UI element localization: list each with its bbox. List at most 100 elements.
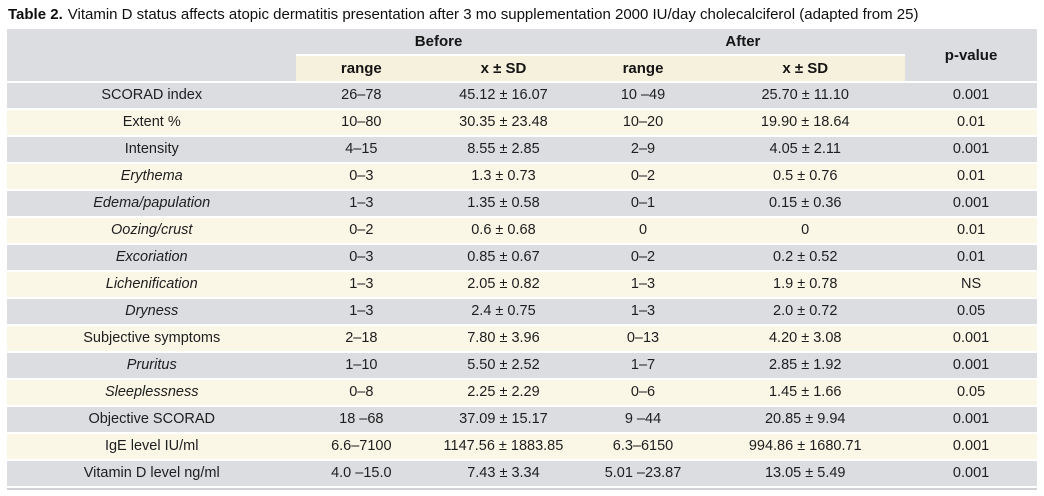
header-p-value: p-value	[905, 29, 1037, 81]
cell-before-xsd: 5.50 ± 2.52	[426, 353, 581, 378]
cell-after-xsd: 25.70 ± 11.10	[705, 83, 906, 108]
table-row: Lichenification 1–3 2.05 ± 0.82 1–3 1.9 …	[7, 272, 1037, 297]
cell-before-xsd: 1.35 ± 0.58	[426, 191, 581, 216]
header-before-xsd: x ± SD	[426, 56, 581, 81]
cell-before-range: 0–3	[296, 245, 427, 270]
row-label: Pruritus	[7, 353, 297, 378]
row-label: Lichenification	[7, 272, 297, 297]
cell-after-xsd: 1.45 ± 1.66	[705, 380, 906, 405]
cell-before-range: 10–80	[296, 110, 427, 135]
table-bottom-rule	[7, 488, 1037, 490]
cell-before-range: 18 –68	[296, 407, 427, 432]
cell-before-xsd: 7.80 ± 3.96	[426, 326, 581, 351]
cell-before-xsd: 0.6 ± 0.68	[426, 218, 581, 243]
row-label: Vitamin D level ng/ml	[7, 461, 297, 486]
header-row-groups: Before After p-value	[7, 29, 1037, 81]
cell-after-range: 1–7	[580, 353, 706, 378]
cell-after-xsd: 20.85 ± 9.94	[705, 407, 906, 432]
cell-after-range: 10–20	[580, 110, 706, 135]
cell-p-value: 0.01	[905, 164, 1037, 189]
cell-before-range: 0–3	[296, 164, 427, 189]
cell-after-range: 2–9	[580, 137, 706, 162]
table-row: Erythema 0–3 1.3 ± 0.73 0–2 0.5 ± 0.76 0…	[7, 164, 1037, 189]
data-table: Before After p-value range x ± SD range …	[7, 27, 1037, 488]
row-label: Objective SCORAD	[7, 407, 297, 432]
table-row: Vitamin D level ng/ml 4.0 –15.0 7.43 ± 3…	[7, 461, 1037, 486]
cell-p-value: 0.001	[905, 191, 1037, 216]
cell-before-xsd: 2.05 ± 0.82	[426, 272, 581, 297]
row-label: Oozing/crust	[7, 218, 297, 243]
header-after: After	[580, 29, 906, 54]
row-label: Excoriation	[7, 245, 297, 270]
cell-after-range: 0	[580, 218, 706, 243]
table-row: IgE level IU/ml 6.6–7100 1147.56 ± 1883.…	[7, 434, 1037, 459]
table-row: Subjective symptoms 2–18 7.80 ± 3.96 0–1…	[7, 326, 1037, 351]
table-row: Oozing/crust 0–2 0.6 ± 0.68 0 0 0.01	[7, 218, 1037, 243]
cell-before-xsd: 8.55 ± 2.85	[426, 137, 581, 162]
cell-before-range: 1–10	[296, 353, 427, 378]
cell-p-value: 0.05	[905, 299, 1037, 324]
table-caption: Table 2. Vitamin D status affects atopic …	[0, 0, 1044, 24]
row-label: SCORAD index	[7, 83, 297, 108]
cell-before-xsd: 0.85 ± 0.67	[426, 245, 581, 270]
header-before: Before	[296, 29, 581, 54]
cell-p-value: 0.01	[905, 245, 1037, 270]
cell-after-xsd: 4.20 ± 3.08	[705, 326, 906, 351]
table-row: Pruritus 1–10 5.50 ± 2.52 1–7 2.85 ± 1.9…	[7, 353, 1037, 378]
cell-before-xsd: 1147.56 ± 1883.85	[426, 434, 581, 459]
header-row-subs: range x ± SD range x ± SD	[7, 56, 1037, 81]
cell-p-value: 0.001	[905, 407, 1037, 432]
cell-after-xsd: 0.5 ± 0.76	[705, 164, 906, 189]
table-row: Excoriation 0–3 0.85 ± 0.67 0–2 0.2 ± 0.…	[7, 245, 1037, 270]
cell-after-range: 0–6	[580, 380, 706, 405]
cell-p-value: 0.05	[905, 380, 1037, 405]
cell-before-range: 0–8	[296, 380, 427, 405]
header-after-xsd: x ± SD	[705, 56, 906, 81]
cell-after-xsd: 13.05 ± 5.49	[705, 461, 906, 486]
cell-after-xsd: 19.90 ± 18.64	[705, 110, 906, 135]
cell-before-xsd: 7.43 ± 3.34	[426, 461, 581, 486]
cell-p-value: 0.001	[905, 434, 1037, 459]
cell-after-range: 1–3	[580, 272, 706, 297]
cell-before-range: 1–3	[296, 299, 427, 324]
cell-after-range: 5.01 –23.87	[580, 461, 706, 486]
table-row: Objective SCORAD 18 –68 37.09 ± 15.17 9 …	[7, 407, 1037, 432]
cell-after-range: 6.3–6150	[580, 434, 706, 459]
cell-after-range: 10 –49	[580, 83, 706, 108]
cell-before-xsd: 2.25 ± 2.29	[426, 380, 581, 405]
cell-before-xsd: 1.3 ± 0.73	[426, 164, 581, 189]
cell-after-range: 0–2	[580, 245, 706, 270]
header-after-range: range	[580, 56, 706, 81]
cell-p-value: 0.01	[905, 110, 1037, 135]
cell-after-xsd: 1.9 ± 0.78	[705, 272, 906, 297]
cell-before-xsd: 30.35 ± 23.48	[426, 110, 581, 135]
cell-p-value: 0.001	[905, 353, 1037, 378]
table-row: SCORAD index 26–78 45.12 ± 16.07 10 –49 …	[7, 83, 1037, 108]
cell-after-xsd: 0	[705, 218, 906, 243]
cell-after-xsd: 994.86 ± 1680.71	[705, 434, 906, 459]
row-label: Dryness	[7, 299, 297, 324]
row-label: Erythema	[7, 164, 297, 189]
corner-cell	[7, 29, 297, 81]
cell-before-range: 1–3	[296, 272, 427, 297]
cell-after-xsd: 0.15 ± 0.36	[705, 191, 906, 216]
table-row: Intensity 4–15 8.55 ± 2.85 2–9 4.05 ± 2.…	[7, 137, 1037, 162]
cell-after-range: 0–2	[580, 164, 706, 189]
cell-after-xsd: 2.0 ± 0.72	[705, 299, 906, 324]
cell-before-range: 26–78	[296, 83, 427, 108]
cell-after-range: 1–3	[580, 299, 706, 324]
cell-after-xsd: 2.85 ± 1.92	[705, 353, 906, 378]
cell-p-value: NS	[905, 272, 1037, 297]
cell-before-xsd: 2.4 ± 0.75	[426, 299, 581, 324]
cell-before-xsd: 37.09 ± 15.17	[426, 407, 581, 432]
row-label: Intensity	[7, 137, 297, 162]
row-label: Subjective symptoms	[7, 326, 297, 351]
cell-before-range: 0–2	[296, 218, 427, 243]
header-before-range: range	[296, 56, 427, 81]
cell-before-range: 2–18	[296, 326, 427, 351]
row-label: Edema/papulation	[7, 191, 297, 216]
table-row: Sleeplessness 0–8 2.25 ± 2.29 0–6 1.45 ±…	[7, 380, 1037, 405]
cell-p-value: 0.001	[905, 461, 1037, 486]
table-body: SCORAD index 26–78 45.12 ± 16.07 10 –49 …	[7, 83, 1037, 486]
